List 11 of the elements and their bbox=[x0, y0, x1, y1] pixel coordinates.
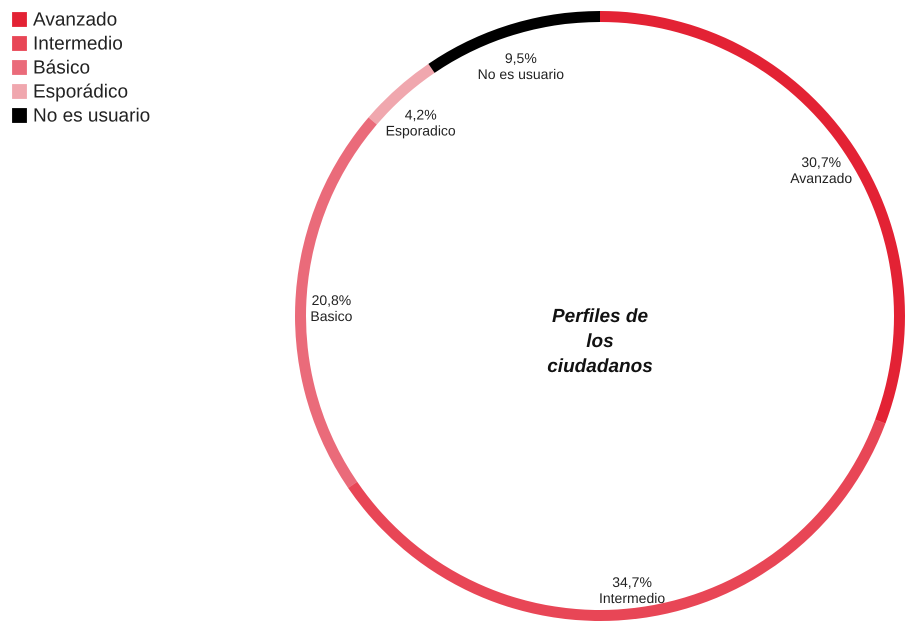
legend-label: Intermedio bbox=[33, 34, 123, 54]
text: Perfiles de los ciudadanos bbox=[547, 306, 653, 377]
data-label: 20,8% Basico bbox=[310, 292, 353, 324]
data-label: 34,7% Intermedio bbox=[598, 574, 666, 606]
data-label: 9,5% No es usuario bbox=[478, 50, 564, 82]
data-label: 4,2% Esporadico bbox=[386, 106, 456, 138]
legend-label: Esporádico bbox=[33, 82, 128, 102]
legend-label: Básico bbox=[33, 58, 90, 78]
legend-label: No es usuario bbox=[33, 106, 150, 126]
legend-label: Avanzado bbox=[33, 10, 118, 30]
data-label: 30,7% Avanzado bbox=[790, 154, 852, 186]
